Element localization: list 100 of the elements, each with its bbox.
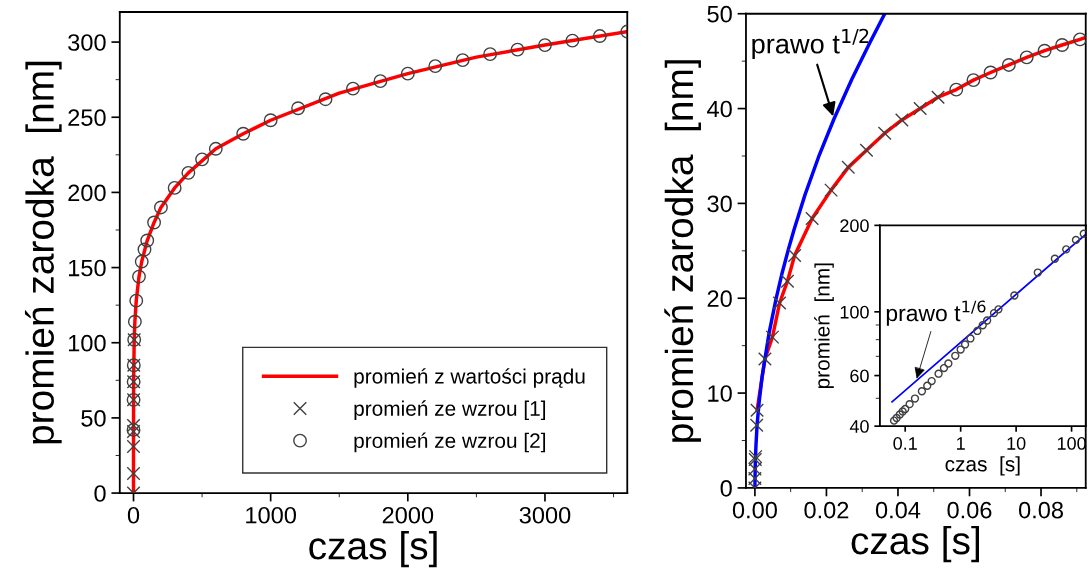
x-axis-title: czas [s] [309,531,437,568]
y-tick-label: 0 [94,485,106,502]
point [960,340,970,349]
point [181,165,196,180]
legend-label: promień z wartości prądu [354,368,585,388]
point [263,113,278,128]
y-tick-label: 100 [840,305,869,319]
y-tick-label: 40 [707,100,732,118]
point [939,363,949,373]
point [989,308,999,318]
y-tick-label: 100 [69,334,106,352]
point [859,143,874,158]
point [966,334,975,343]
point [153,200,168,215]
point [428,59,443,74]
x-tick-label: 0.00 [732,501,777,519]
point [1055,38,1070,52]
line-series [753,13,887,488]
y-tick-label: 200 [840,219,869,233]
point [917,387,927,396]
point [765,330,780,345]
point [291,101,306,116]
y-tick-label: 30 [707,195,732,213]
point [949,82,964,97]
point [772,296,787,310]
point [901,404,910,414]
point [147,215,162,230]
x-tick-label: 0.1 [893,437,917,450]
point [913,101,928,116]
point [931,90,945,105]
point [966,73,981,88]
point [236,126,251,141]
point [973,326,982,336]
y-tick-label: 50 [81,409,106,427]
point [787,248,802,263]
point [510,42,525,57]
point [373,74,388,89]
point [483,47,498,62]
point [910,394,920,403]
x-tick-label: 2000 [382,506,434,524]
point [195,152,210,167]
x-axis-title: czas [s] [945,456,1020,476]
point [126,418,141,433]
y-axis-title: promień [nm] [814,263,834,389]
point [1001,57,1016,72]
annotation: prawo t$^{1/2}$ [752,28,869,59]
point [167,180,182,195]
x-tick-label: 1 [957,437,965,450]
point [346,81,360,96]
point [978,321,987,330]
point [956,345,965,354]
x-tick-label: 0.08 [1018,501,1063,519]
point [208,141,223,156]
point [905,400,914,409]
point [1037,43,1052,58]
point [951,351,960,360]
y-tick-label: 20 [707,290,732,308]
x-tick-label: 10 [1007,437,1026,450]
y-tick-label: 50 [707,5,732,23]
legend-label: promień ze wzrou [1] [354,400,546,421]
point [747,471,762,486]
point [750,403,764,418]
x-tick-label: 3000 [519,506,571,524]
y-tick-label: 40 [849,420,869,433]
x-tick-label: 0.06 [947,501,992,519]
point [318,92,333,107]
point [923,381,932,390]
y-tick-label: 250 [68,109,106,127]
point [824,183,839,198]
x-tick-label: 0 [127,506,140,524]
point [129,293,144,308]
x-tick-label: 0.02 [804,501,849,519]
point [132,269,146,284]
y-tick-label: 150 [69,259,106,277]
y-axis-title: promień zarodka [nm] [24,61,62,444]
point [982,316,992,325]
point [565,33,580,48]
y-tick-label: 10 [708,385,732,402]
point [1073,32,1086,47]
point [927,376,936,386]
y-tick-label: 300 [68,34,106,51]
point [983,65,998,80]
x-tick-label: 100 [1057,437,1086,450]
annotation: prawo t$^{1/6}$ [886,300,986,326]
point [538,38,552,53]
point [894,113,909,127]
x-axis-title: czas [s] [851,525,979,563]
point [592,29,607,44]
point [757,351,772,366]
point [934,369,943,378]
point [780,274,795,289]
point [1019,50,1034,65]
legend-label: promień ze wzrou [2] [354,432,546,453]
point [877,126,892,141]
y-tick-label: 200 [68,184,106,202]
y-tick-label: 0 [720,479,732,497]
x-tick-label: 0.04 [875,501,921,519]
point [140,233,155,248]
point [137,242,152,257]
point [749,418,764,433]
